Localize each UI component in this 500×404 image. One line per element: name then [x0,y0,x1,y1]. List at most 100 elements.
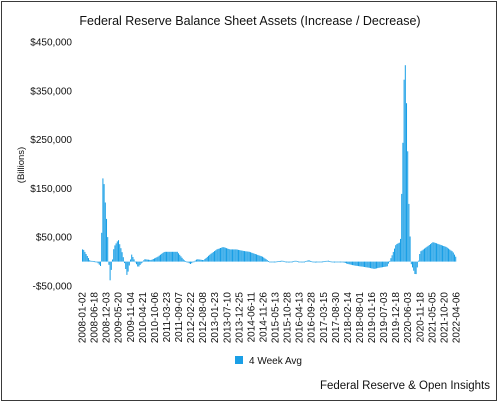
bar [343,261,345,263]
bar [226,248,228,262]
bar [100,261,102,266]
bar [304,261,306,263]
bar [287,261,289,263]
bar [395,245,397,262]
y-tick-label: -$50,000 [33,282,73,293]
bar [89,260,91,262]
x-tick-label: 2017-08-30 [331,292,342,344]
bar [174,251,176,262]
bar [245,251,247,262]
bar [214,251,216,262]
bar [236,249,238,262]
legend: 4 Week Avg [235,356,302,367]
bar [125,261,127,269]
x-tick-label: 2010-10-06 [150,292,161,344]
bar [305,261,307,262]
bar [424,248,426,262]
bar [289,261,291,263]
bar [104,202,106,262]
bar [366,261,368,268]
bar [394,248,396,262]
bar [178,253,180,262]
bar [196,259,198,262]
bar [299,261,301,263]
bar [391,255,393,262]
bar [181,257,183,262]
bar [197,259,199,262]
bar [310,260,312,262]
bar [98,261,100,265]
bar [91,260,93,262]
bar [138,261,140,267]
bar [156,257,158,262]
bar [418,260,420,262]
y-axis-label: (Billions) [16,147,27,183]
y-tick-label: $150,000 [30,184,72,195]
bar [360,261,362,267]
bar [235,249,237,262]
bar [406,103,408,262]
bar [161,253,163,262]
x-tick-label: 2015-05-13 [271,292,282,344]
bar [348,261,350,265]
bar [108,261,110,265]
bar [209,254,211,262]
bar [242,250,244,262]
bar [208,255,210,262]
bar [95,261,97,263]
bar [281,260,283,262]
x-tick-label: 2008-01-02 [78,292,89,344]
y-tick-label: $450,000 [30,38,72,49]
bar [355,261,357,266]
bar [432,242,434,262]
bar [365,261,367,268]
bar [378,261,380,268]
bar [210,253,212,262]
bar [258,255,260,262]
bar [193,261,195,263]
bar [353,261,355,266]
bar [454,254,456,262]
bar [372,261,374,269]
bar [443,246,445,262]
bar [162,252,164,262]
bar [115,243,117,262]
bar [451,251,453,262]
bar [307,260,309,262]
bar [227,248,229,262]
x-tick-label: 2021-10-20 [439,292,450,344]
bar [313,261,315,263]
bar [404,65,406,262]
bar [154,258,156,262]
bar [203,260,205,262]
bar [306,260,308,262]
bar [446,247,448,262]
bar [337,261,339,263]
x-tick-label: 2018-08-01 [355,292,366,344]
x-tick-label: 2016-09-28 [307,292,318,344]
bar [397,243,399,262]
bar [437,243,439,262]
bar [188,261,190,264]
bar [266,260,268,262]
bar [238,249,240,262]
bar [308,260,310,262]
x-tick-label: 2012-02-22 [186,292,197,344]
bar [224,247,226,262]
x-tick-label: 2014-06-11 [246,292,257,343]
bar [380,261,382,268]
bar [229,249,231,262]
bar [330,261,332,263]
bar [175,251,177,262]
bar [157,256,159,262]
bar [254,254,256,262]
bar [325,260,327,262]
bar [421,250,423,262]
bar [416,261,418,268]
bar [148,259,150,262]
bar [163,252,165,262]
bar [293,261,295,262]
bar [419,254,421,262]
bar [84,251,86,262]
